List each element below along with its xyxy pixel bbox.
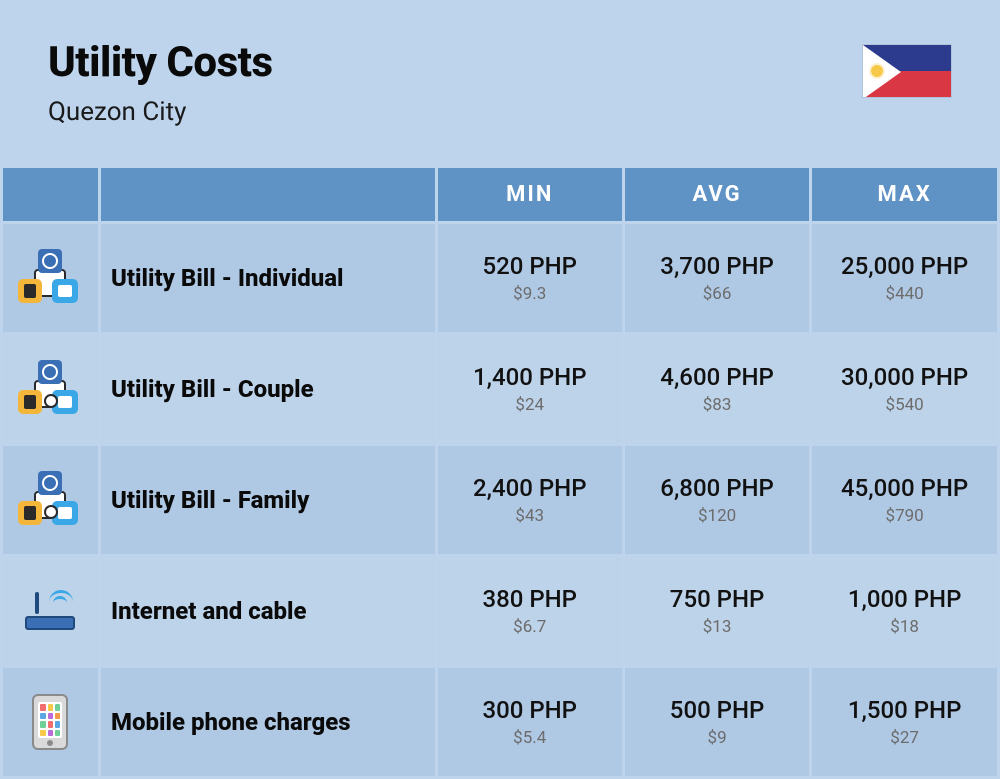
header-col-icon <box>3 168 98 221</box>
cell-avg: 750 PHP $13 <box>625 557 809 665</box>
table-row: Utility Bill - Family 2,400 PHP $43 6,80… <box>3 446 997 554</box>
value-usd: $120 <box>625 506 809 526</box>
cell-max: 1,500 PHP $27 <box>812 668 997 776</box>
cell-icon <box>3 557 98 665</box>
cell-icon <box>3 335 98 443</box>
cell-avg: 500 PHP $9 <box>625 668 809 776</box>
value-usd: $66 <box>625 284 809 304</box>
value-usd: $13 <box>625 617 809 637</box>
table-header-row: MIN AVG MAX <box>3 168 997 221</box>
phone-screen <box>38 702 62 738</box>
value-usd: $440 <box>812 284 997 304</box>
cell-min: 520 PHP $9.3 <box>438 224 622 332</box>
value-php: 2,400 PHP <box>438 474 622 502</box>
table-row: Internet and cable 380 PHP $6.7 750 PHP … <box>3 557 997 665</box>
value-php: 300 PHP <box>438 696 622 724</box>
value-usd: $790 <box>812 506 997 526</box>
value-php: 1,000 PHP <box>812 585 997 613</box>
table-row: Utility Bill - Individual 520 PHP $9.3 3… <box>3 224 997 332</box>
cell-max: 30,000 PHP $540 <box>812 335 997 443</box>
value-usd: $18 <box>812 617 997 637</box>
value-php: 6,800 PHP <box>625 474 809 502</box>
value-php: 1,500 PHP <box>812 696 997 724</box>
utility-costs-table: MIN AVG MAX Utility Bill - Individual <box>0 165 1000 779</box>
flag-sun-icon <box>871 65 883 77</box>
value-php: 3,700 PHP <box>625 252 809 280</box>
page-title: Utility Costs <box>48 38 273 87</box>
row-label: Internet and cable <box>101 557 435 665</box>
value-usd: $540 <box>812 395 997 415</box>
value-php: 1,400 PHP <box>438 363 622 391</box>
philippines-flag-icon <box>862 44 952 98</box>
cell-min: 2,400 PHP $43 <box>438 446 622 554</box>
header-col-label <box>101 168 435 221</box>
row-label: Utility Bill - Family <box>101 446 435 554</box>
value-php: 500 PHP <box>625 696 809 724</box>
header-col-max: MAX <box>812 168 997 221</box>
cell-min: 300 PHP $5.4 <box>438 668 622 776</box>
router-icon <box>21 586 79 636</box>
value-usd: $83 <box>625 395 809 415</box>
value-usd: $9 <box>625 728 809 748</box>
value-usd: $24 <box>438 395 622 415</box>
cell-icon <box>3 224 98 332</box>
cell-avg: 4,600 PHP $83 <box>625 335 809 443</box>
title-block: Utility Costs Quezon City <box>48 38 273 127</box>
table-row: Mobile phone charges 300 PHP $5.4 500 PH… <box>3 668 997 776</box>
value-php: 750 PHP <box>625 585 809 613</box>
cell-icon <box>3 668 98 776</box>
cell-max: 25,000 PHP $440 <box>812 224 997 332</box>
cell-avg: 3,700 PHP $66 <box>625 224 809 332</box>
value-php: 25,000 PHP <box>812 252 997 280</box>
value-usd: $43 <box>438 506 622 526</box>
page: Utility Costs Quezon City MIN AVG MAX <box>0 0 1000 776</box>
cell-avg: 6,800 PHP $120 <box>625 446 809 554</box>
utility-family-icon <box>20 475 80 525</box>
value-php: 380 PHP <box>438 585 622 613</box>
value-usd: $6.7 <box>438 617 622 637</box>
header: Utility Costs Quezon City <box>0 0 1000 147</box>
cell-max: 45,000 PHP $790 <box>812 446 997 554</box>
utility-couple-icon <box>20 364 80 414</box>
cell-min: 380 PHP $6.7 <box>438 557 622 665</box>
row-label: Utility Bill - Couple <box>101 335 435 443</box>
value-usd: $27 <box>812 728 997 748</box>
value-php: 520 PHP <box>438 252 622 280</box>
mobile-phone-icon <box>32 694 68 750</box>
row-label: Mobile phone charges <box>101 668 435 776</box>
cell-min: 1,400 PHP $24 <box>438 335 622 443</box>
value-php: 45,000 PHP <box>812 474 997 502</box>
value-usd: $9.3 <box>438 284 622 304</box>
header-col-min: MIN <box>438 168 622 221</box>
value-php: 30,000 PHP <box>812 363 997 391</box>
utility-individual-icon <box>20 253 80 303</box>
row-label: Utility Bill - Individual <box>101 224 435 332</box>
table-row: Utility Bill - Couple 1,400 PHP $24 4,60… <box>3 335 997 443</box>
header-col-avg: AVG <box>625 168 809 221</box>
page-subtitle: Quezon City <box>48 97 273 127</box>
value-usd: $5.4 <box>438 728 622 748</box>
cell-max: 1,000 PHP $18 <box>812 557 997 665</box>
cell-icon <box>3 446 98 554</box>
value-php: 4,600 PHP <box>625 363 809 391</box>
